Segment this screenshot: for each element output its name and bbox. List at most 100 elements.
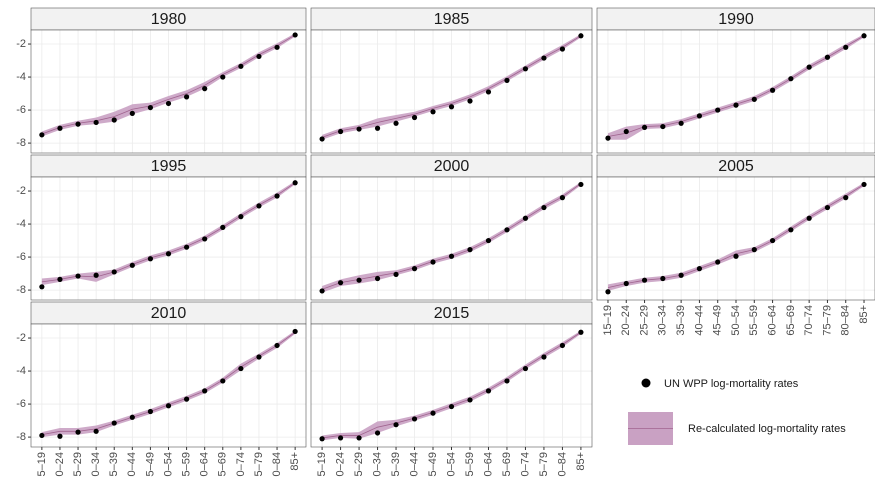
x-tick-label: 65–69 <box>501 452 513 477</box>
x-tick-label: 50–54 <box>730 305 742 336</box>
data-point <box>147 408 154 415</box>
data-point <box>448 403 455 410</box>
x-tick-label: 20–24 <box>54 452 66 477</box>
y-tick-label: -2 <box>16 332 26 344</box>
data-point <box>522 66 529 72</box>
x-tick-label: 55–59 <box>464 452 476 477</box>
data-point <box>467 247 473 253</box>
x-tick-label: 50–54 <box>162 452 174 477</box>
data-point <box>274 342 280 349</box>
x-tick-label: 80–84 <box>840 305 852 336</box>
data-point <box>183 94 190 100</box>
y-tick-label: -4 <box>16 71 26 83</box>
y-tick-label: -4 <box>16 365 26 377</box>
data-point <box>111 269 117 275</box>
data-point <box>411 416 418 422</box>
fit-line <box>321 35 582 138</box>
data-point <box>75 273 81 279</box>
x-tick-label: 45–49 <box>144 452 156 477</box>
data-point <box>220 378 226 384</box>
x-tick-label: 55–59 <box>748 305 760 336</box>
facet-title: 1990 <box>718 11 754 28</box>
data-point <box>504 227 510 233</box>
x-tick-label: 45–49 <box>427 452 439 477</box>
data-point <box>111 117 117 123</box>
data-point <box>93 428 99 434</box>
data-point <box>467 98 473 104</box>
data-point <box>485 388 492 394</box>
data-point <box>733 253 739 259</box>
data-point <box>129 110 135 116</box>
data-point <box>256 203 262 209</box>
facet-title: 2015 <box>434 305 470 322</box>
confidence-band <box>607 182 865 291</box>
data-point <box>411 114 418 121</box>
data-point <box>75 121 81 127</box>
data-point <box>374 430 381 436</box>
data-point <box>578 33 584 39</box>
data-point <box>769 237 776 244</box>
facet-title: 1980 <box>151 11 187 28</box>
data-point <box>806 215 812 221</box>
data-point <box>578 181 584 188</box>
y-tick-label: -4 <box>16 218 26 230</box>
data-point <box>605 135 611 141</box>
data-point <box>733 102 739 108</box>
data-point <box>843 44 849 50</box>
data-point <box>93 272 99 278</box>
data-point <box>861 181 867 188</box>
y-tick-label: -8 <box>16 137 26 149</box>
data-point <box>559 342 566 349</box>
x-tick-label: 20–24 <box>334 452 346 477</box>
data-point <box>337 280 344 286</box>
data-point <box>292 32 298 38</box>
data-point <box>660 123 666 130</box>
data-point <box>769 87 776 93</box>
data-point <box>129 414 135 420</box>
data-point <box>220 74 226 80</box>
y-tick-label: -2 <box>16 38 26 50</box>
data-point <box>504 77 510 83</box>
data-point <box>220 224 226 230</box>
data-point <box>319 136 325 142</box>
x-tick-label: 65–69 <box>217 452 229 477</box>
data-point <box>165 100 172 107</box>
data-point <box>578 329 584 335</box>
data-point <box>559 46 566 52</box>
data-point <box>660 275 666 282</box>
facet-title: 2010 <box>151 305 187 322</box>
data-point <box>678 272 684 278</box>
x-tick-label: 75–79 <box>821 305 833 336</box>
data-point <box>843 195 849 201</box>
x-tick-label: 40–44 <box>126 452 138 477</box>
data-point <box>256 53 262 60</box>
data-point <box>57 276 63 282</box>
legend-label: Re-calculated log-mortality rates <box>688 423 846 435</box>
data-point <box>751 247 757 253</box>
panel-border <box>310 29 593 154</box>
data-point <box>147 256 154 262</box>
data-point <box>165 251 172 257</box>
x-tick-label: 70–74 <box>803 305 815 336</box>
x-tick-label: 40–44 <box>408 452 420 477</box>
data-point <box>238 214 244 220</box>
y-tick-label: -8 <box>16 284 26 296</box>
panel-border <box>596 29 875 154</box>
x-tick-label: 65–69 <box>785 305 797 336</box>
data-point <box>319 288 325 294</box>
x-tick-label: 25–29 <box>638 305 650 336</box>
data-point <box>165 403 172 409</box>
data-point <box>202 388 208 394</box>
data-point <box>522 365 529 372</box>
data-point <box>430 410 436 416</box>
y-tick-label: -6 <box>16 398 26 410</box>
x-tick-label: 75–79 <box>253 452 265 477</box>
data-point <box>696 266 703 272</box>
x-tick-label: 85+ <box>575 452 587 471</box>
data-point <box>485 237 492 244</box>
data-point <box>39 432 45 439</box>
data-point <box>541 55 547 61</box>
data-point <box>448 104 455 110</box>
x-tick-label: 15–19 <box>316 452 328 477</box>
x-tick-label: 70–74 <box>519 452 531 477</box>
